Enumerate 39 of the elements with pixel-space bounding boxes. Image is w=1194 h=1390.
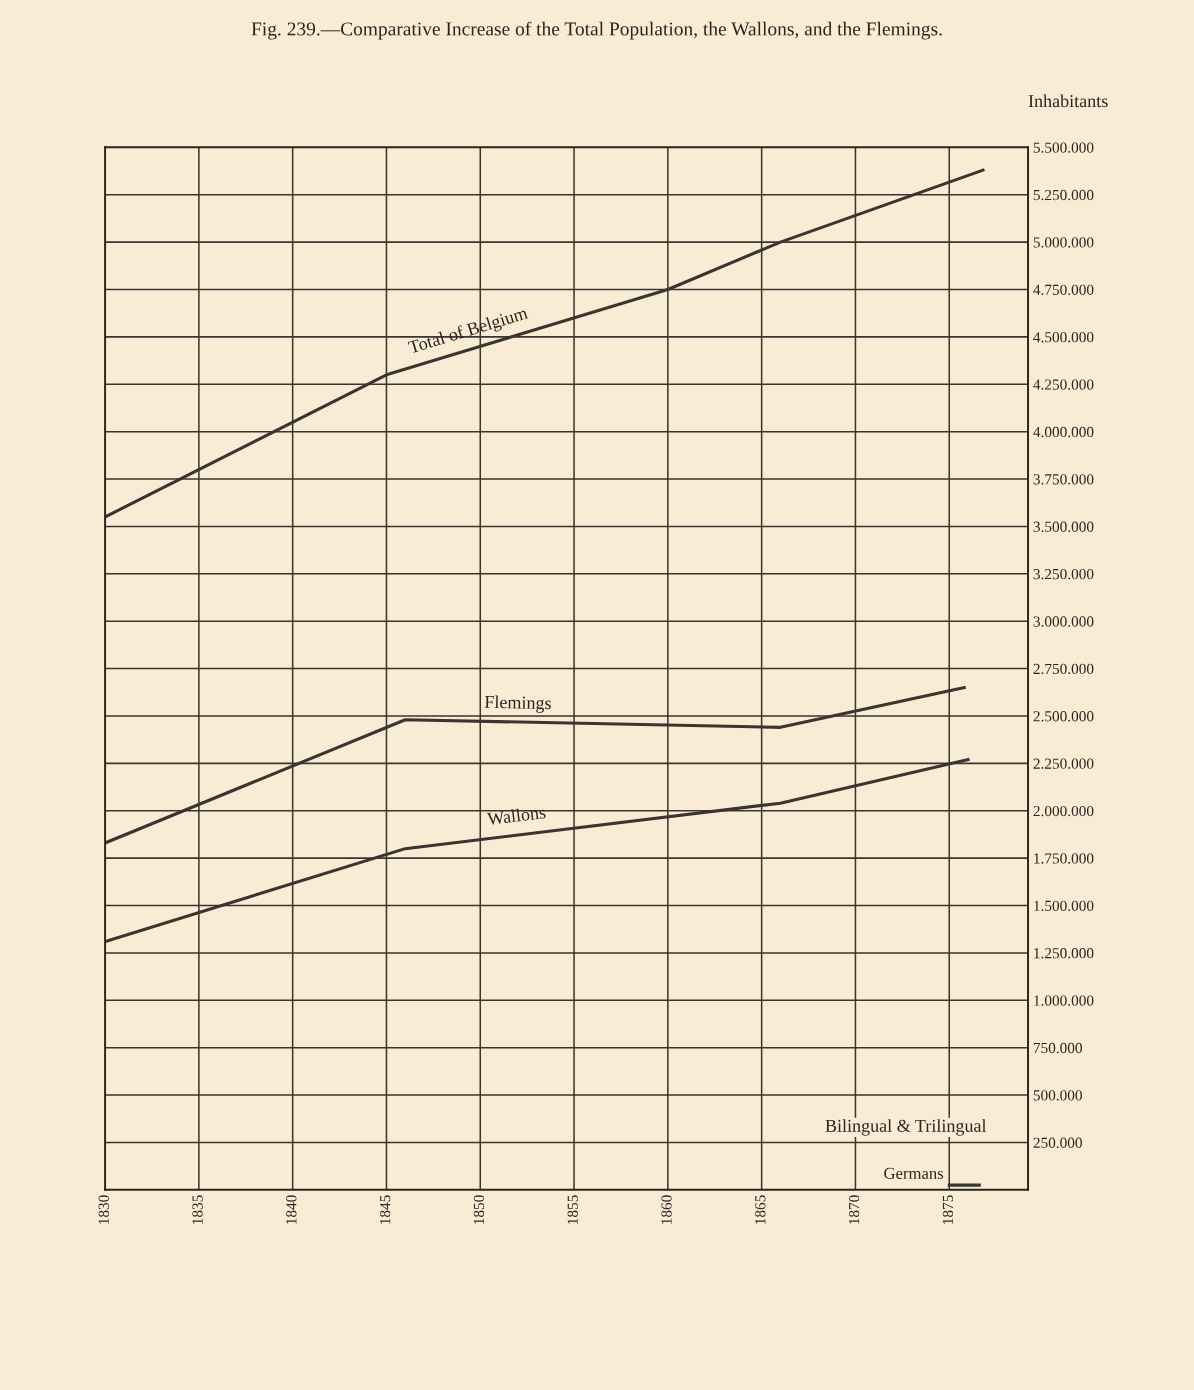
y-tick-label: 2.250.000	[1033, 758, 1094, 769]
y-tick-label: 3.500.000	[1033, 521, 1094, 532]
chart-title: Fig. 239.—Comparative Increase of the Total Population, the Wallons, and the Flemings.	[251, 21, 942, 40]
x-tick-label: 1840	[286, 1195, 297, 1224]
x-tick-label: 1860	[661, 1195, 672, 1224]
y-tick-label: 3.750.000	[1033, 474, 1094, 485]
x-tick-label: 1855	[567, 1195, 578, 1224]
series-label: Germans	[884, 1167, 944, 1179]
text: Wallons	[486, 805, 546, 826]
x-tick-label: 1835	[192, 1195, 203, 1224]
y-tick-label: 4.250.000	[1033, 379, 1094, 390]
y-tick-label: 1.000.000	[1034, 995, 1094, 1006]
x-tick-label: 1845	[379, 1195, 391, 1224]
y-tick-label: 5.500.000	[1033, 142, 1094, 153]
y-tick-label: 4.750.000	[1033, 284, 1094, 296]
y-tick-label: 1.750.000	[1034, 853, 1094, 864]
annotation: Bilingual & Trilingual	[825, 1119, 987, 1136]
x-tick-label: 1850	[473, 1195, 485, 1224]
text: Total of Belgium	[407, 305, 530, 358]
y-tick-label: 2.500.000	[1033, 711, 1094, 722]
y-tick-label: 4.000.000	[1033, 426, 1094, 438]
y-tick-label: 500.000	[1033, 1090, 1082, 1101]
y-tick-label: 250.000	[1033, 1137, 1082, 1148]
y-tick-label: 4.500.000	[1033, 332, 1094, 343]
y-tick-label: 2.750.000	[1033, 663, 1094, 675]
y-tick-label: 1.250.000	[1034, 948, 1094, 959]
x-tick-label: 1830	[98, 1195, 109, 1224]
y-tick-label: 3.250.000	[1033, 568, 1094, 580]
x-tick-label: 1875	[942, 1195, 954, 1224]
y-tick-label: 3.000.000	[1033, 616, 1094, 627]
series-label: Flemings	[484, 695, 552, 713]
x-tick-label: 1870	[848, 1195, 860, 1224]
y-tick-label: 5.250.000	[1033, 189, 1094, 201]
y-tick-label: 1.500.000	[1034, 900, 1094, 912]
x-tick-label: 1865	[755, 1195, 766, 1224]
y-tick-label: 750.000	[1033, 1042, 1082, 1054]
y-axis-title: Inhabitants	[1028, 94, 1108, 108]
y-tick-label: 5.000.000	[1033, 237, 1094, 248]
y-tick-label: 2.000.000	[1033, 805, 1094, 817]
